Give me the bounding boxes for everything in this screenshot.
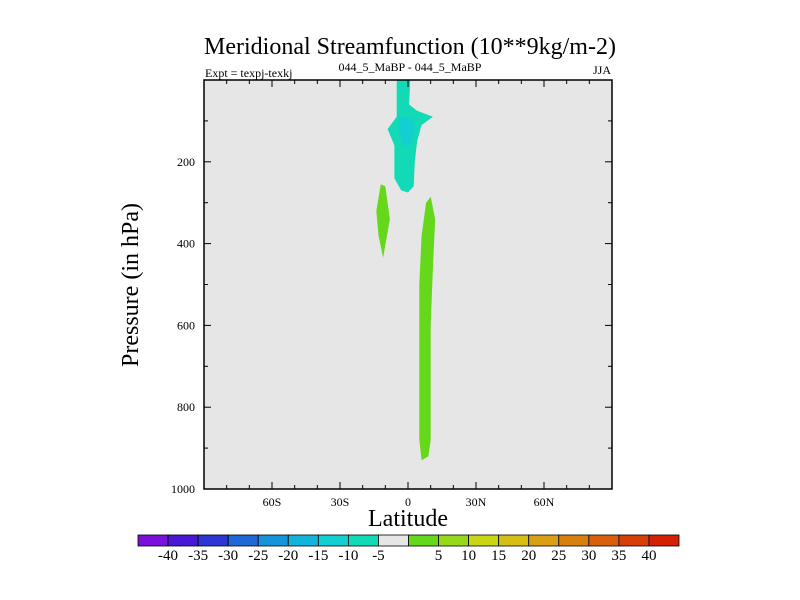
colorbar-swatch [618,534,650,547]
colorbar-swatch [287,534,319,547]
colorbar-swatch [468,534,500,547]
y-tick-label: 400 [177,237,195,251]
colorbar-label: -30 [218,548,238,564]
colorbar-swatch [197,534,229,547]
colorbar-label: -40 [158,548,178,564]
colorbar-label: 30 [581,548,596,564]
colorbar-label: 5 [435,548,443,564]
contour-layer [376,80,436,461]
colorbar-swatch [347,534,379,547]
y-tick-label: 600 [177,318,195,332]
colorbar-swatch [257,534,289,547]
y-tick-label: 200 [177,155,195,169]
colorbar-swatch [408,534,439,547]
colorbar-label: 15 [491,548,506,564]
contour-upper-negative-core [398,116,415,146]
y-tick-label: 1000 [171,482,195,496]
colorbar-swatch [528,534,560,547]
colorbar-swatch [648,534,680,547]
colorbar-swatch [588,534,620,547]
y-axis-label: Pressure (in hPa) [118,203,144,367]
colorbar-swatch [378,534,409,547]
x-tick-label: 30S [331,495,350,509]
colorbar-label: -5 [372,548,385,564]
colorbar-label: 25 [551,548,566,564]
colorbar-swatch [558,534,590,547]
colorbar-label: -35 [188,548,208,564]
y-axis: 200 400 600 800 1000 [171,120,612,496]
subtitle-period: 044_5_MaBP - 044_5_MaBP [339,60,482,74]
x-tick-label: 60N [534,495,555,509]
y-tick-label: 800 [177,400,195,414]
x-tick-label: 60S [263,495,282,509]
colorbar-swatch [167,534,199,547]
colorbar-swatch [498,534,530,547]
colorbar: -40 -35 -30 -25 -20 -15 -10 -5 5 10 15 20 25 30 35 40 [137,534,680,564]
contour-mid-positive-cell [376,184,390,258]
colorbar-label: -25 [248,548,268,564]
colorbar-swatch [227,534,259,547]
colorbar-label: -10 [338,548,358,564]
subtitle-experiment: Expt = texpj-texkj [205,66,292,80]
colorbar-label: -15 [308,548,328,564]
x-tick-label: 30N [466,495,487,509]
colorbar-label: 20 [521,548,536,564]
contour-deep-positive-cell [419,196,436,461]
colorbar-swatch [438,534,470,547]
colorbar-label: 40 [641,548,656,564]
colorbar-label: 35 [611,548,626,564]
x-axis-label: Latitude [368,506,448,532]
colorbar-label: -20 [278,548,298,564]
x-axis: 60S 30S 0 30N 60N [226,80,590,509]
colorbar-label: 10 [461,548,476,564]
x-tick-label: 0 [405,495,411,509]
subtitle-season: JJA [593,63,611,77]
colorbar-swatch [137,534,169,547]
chart-title: Meridional Streamfunction (10**9kg/m-2) [204,34,616,60]
colorbar-swatch [317,534,349,547]
